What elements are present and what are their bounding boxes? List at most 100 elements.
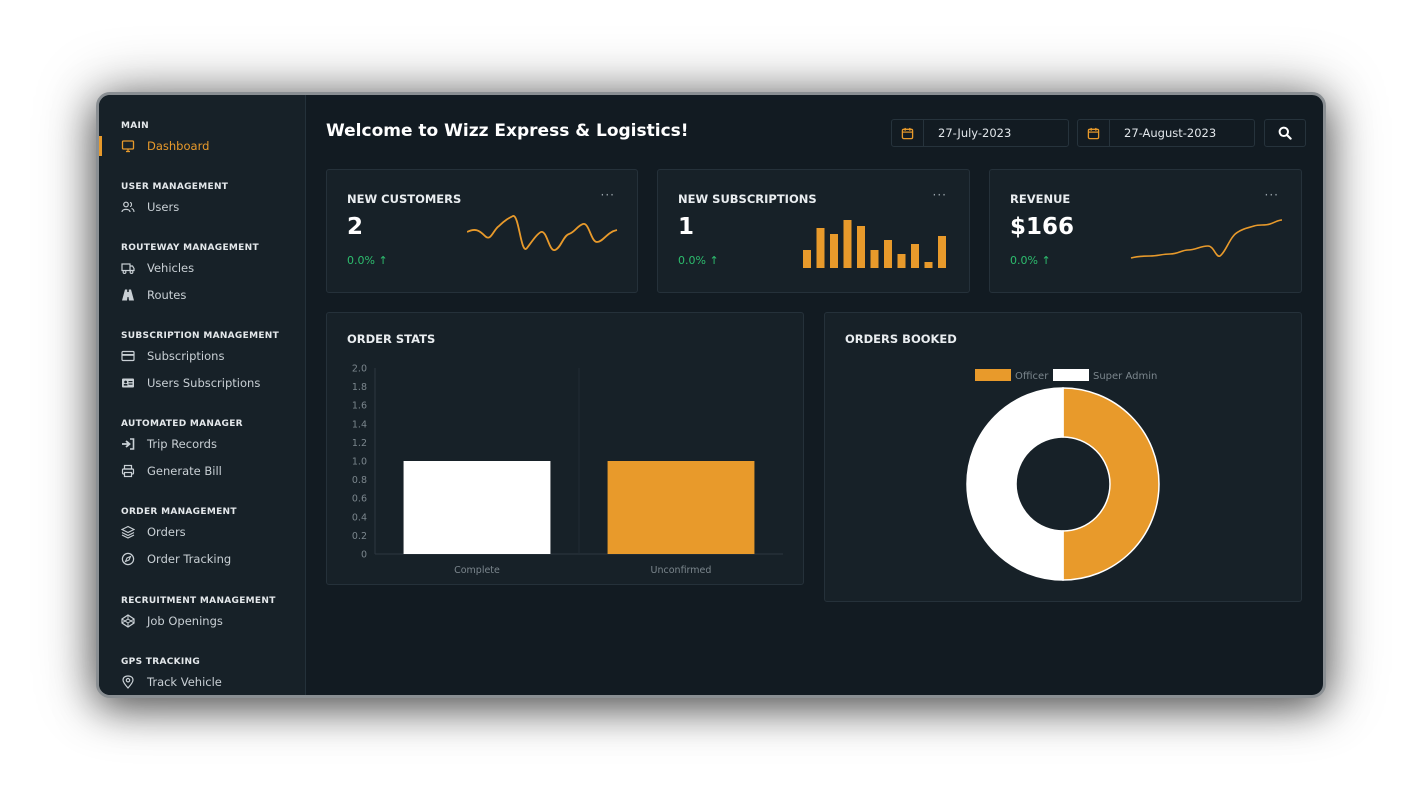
sidebar-item-vehicles[interactable]: Vehicles <box>99 257 306 279</box>
spark-bar <box>938 236 946 268</box>
compass-icon <box>121 552 135 566</box>
x-tick-label: Unconfirmed <box>651 565 712 576</box>
stat-value: 1 <box>678 214 695 240</box>
sidebar-section-title: GPS TRACKING <box>121 657 201 667</box>
sidebar-item-label: Routes <box>147 288 187 302</box>
sidebar-item-label: Users Subscriptions <box>147 376 261 390</box>
sidebar-item-label: Dashboard <box>147 139 210 153</box>
road-icon <box>121 288 135 302</box>
spark-bar <box>843 220 852 268</box>
y-tick-label: 1.4 <box>352 419 367 430</box>
start-date-value: 27-July-2023 <box>938 126 1012 140</box>
users-icon <box>121 200 135 214</box>
spark-bar <box>911 244 919 268</box>
y-tick-label: 1.2 <box>352 438 367 449</box>
stat-value: 2 <box>347 214 364 240</box>
spark-bar <box>870 250 879 268</box>
stat-title: NEW CUSTOMERS <box>347 192 462 206</box>
y-tick-label: 0.6 <box>352 494 367 505</box>
spark-bar <box>924 262 933 268</box>
sidebar-item-label: Users <box>147 200 180 214</box>
sidebar-section-title: ORDER MANAGEMENT <box>121 507 237 517</box>
codepen-icon <box>121 614 135 628</box>
more-options-icon[interactable]: ··· <box>932 188 947 202</box>
legend-swatch[interactable] <box>975 369 1011 381</box>
x-tick-label: Complete <box>454 565 500 576</box>
sidebar-section-title: USER MANAGEMENT <box>121 182 229 192</box>
sidebar-item-label: Generate Bill <box>147 464 222 478</box>
sidebar-item-trip-records[interactable]: Trip Records <box>99 433 306 455</box>
y-tick-label: 1.8 <box>352 382 367 393</box>
app-window: MAIN Dashboard USER MANAGEMENT Users ROUTEWA… <box>96 92 1326 698</box>
sidebar: MAIN Dashboard USER MANAGEMENT Users ROUTEWA… <box>99 95 306 695</box>
bar-unconfirmed[interactable] <box>607 461 755 554</box>
sidebar-item-label: Vehicles <box>147 261 195 275</box>
calendar-icon <box>1078 120 1110 146</box>
truck-icon <box>121 261 135 275</box>
id-card-icon <box>121 376 135 390</box>
sidebar-item-job-openings[interactable]: Job Openings <box>99 610 306 632</box>
sidebar-item-order-tracking[interactable]: Order Tracking <box>99 548 306 570</box>
y-tick-label: 2.0 <box>352 364 367 375</box>
spark-bar <box>897 254 906 268</box>
sign-in-icon <box>121 437 135 451</box>
search-button[interactable] <box>1264 119 1306 147</box>
search-icon <box>1278 126 1292 140</box>
legend-label[interactable]: Super Admin <box>1093 371 1157 382</box>
chart-title: ORDER STATS <box>347 332 436 346</box>
spark-bar <box>816 228 825 268</box>
sidebar-item-users[interactable]: Users <box>99 196 306 218</box>
spark-bar <box>884 240 892 268</box>
spark-bar <box>857 226 865 268</box>
sidebar-section-title: MAIN <box>121 121 150 131</box>
sidebar-item-label: Trip Records <box>147 437 217 451</box>
sidebar-section-title: SUBSCRIPTION MANAGEMENT <box>121 331 280 341</box>
order-stats-chart: 0 0.2 0.4 0.6 0.8 1.0 1.2 1.4 1.6 1.8 2.0 Complete U… <box>352 364 783 576</box>
legend-swatch[interactable] <box>1053 369 1089 381</box>
sidebar-item-subscriptions[interactable]: Subscriptions <box>99 345 306 367</box>
sidebar-section-title: RECRUITMENT MANAGEMENT <box>121 596 276 606</box>
sidebar-item-routes[interactable]: Routes <box>99 284 306 306</box>
credit-card-icon <box>121 349 135 363</box>
sidebar-section-title: AUTOMATED MANAGER <box>121 419 243 429</box>
sidebar-item-label: Subscriptions <box>147 349 225 363</box>
sidebar-item-label: Track Vehicle <box>147 675 222 689</box>
printer-icon <box>121 464 135 478</box>
order-stats-panel: ORDER STATS 0 0.2 0.4 0.6 0.8 1.0 1.2 1.4 1.6 1.8… <box>326 312 804 585</box>
y-tick-label: 0.2 <box>352 531 367 542</box>
stat-value: $166 <box>1010 214 1075 240</box>
sidebar-section-title: ROUTEWAY MANAGEMENT <box>121 243 259 253</box>
bar-complete[interactable] <box>403 461 551 554</box>
orders-booked-panel: ORDERS BOOKED Officer Super Admin <box>824 312 1302 602</box>
sidebar-item-orders[interactable]: Orders <box>99 521 306 543</box>
sidebar-item-dashboard[interactable]: Dashboard <box>99 135 306 157</box>
sidebar-item-label: Job Openings <box>147 614 223 628</box>
sidebar-item-generate-bill[interactable]: Generate Bill <box>99 460 306 482</box>
orders-booked-chart: Officer Super Admin <box>966 369 1160 581</box>
spark-bar <box>803 250 811 268</box>
revenue-sparkline <box>1130 219 1283 259</box>
start-date-picker[interactable]: 27-July-2023 <box>891 119 1069 147</box>
main-content: Welcome to Wizz Express & Logistics! 27-… <box>306 95 1323 695</box>
sidebar-item-label: Order Tracking <box>147 552 232 566</box>
more-options-icon[interactable]: ··· <box>1264 188 1279 202</box>
customers-sparkline <box>467 215 618 251</box>
stat-change: 0.0% ↑ <box>1010 254 1051 267</box>
y-tick-label: 0.4 <box>352 512 367 523</box>
stat-card-new-subscriptions: NEW SUBSCRIPTIONS ··· 1 0.0% ↑ <box>657 169 970 293</box>
chart-title: ORDERS BOOKED <box>845 332 957 346</box>
stat-change: 0.0% ↑ <box>678 254 719 267</box>
sidebar-item-users-subscriptions[interactable]: Users Subscriptions <box>99 372 306 394</box>
y-tick-label: 1.6 <box>352 401 367 412</box>
spark-bar <box>830 234 838 268</box>
end-date-value: 27-August-2023 <box>1124 126 1217 140</box>
legend-label[interactable]: Officer <box>1015 371 1049 382</box>
calendar-icon <box>892 120 924 146</box>
more-options-icon[interactable]: ··· <box>600 188 615 202</box>
end-date-picker[interactable]: 27-August-2023 <box>1077 119 1255 147</box>
slice-officer[interactable] <box>1062 387 1160 581</box>
sidebar-item-track-vehicle[interactable]: Track Vehicle <box>99 671 306 693</box>
slice-super-admin[interactable] <box>966 387 1064 581</box>
page-title: Welcome to Wizz Express & Logistics! <box>326 121 689 141</box>
stat-card-new-customers: NEW CUSTOMERS ··· 2 0.0% ↑ <box>326 169 638 293</box>
